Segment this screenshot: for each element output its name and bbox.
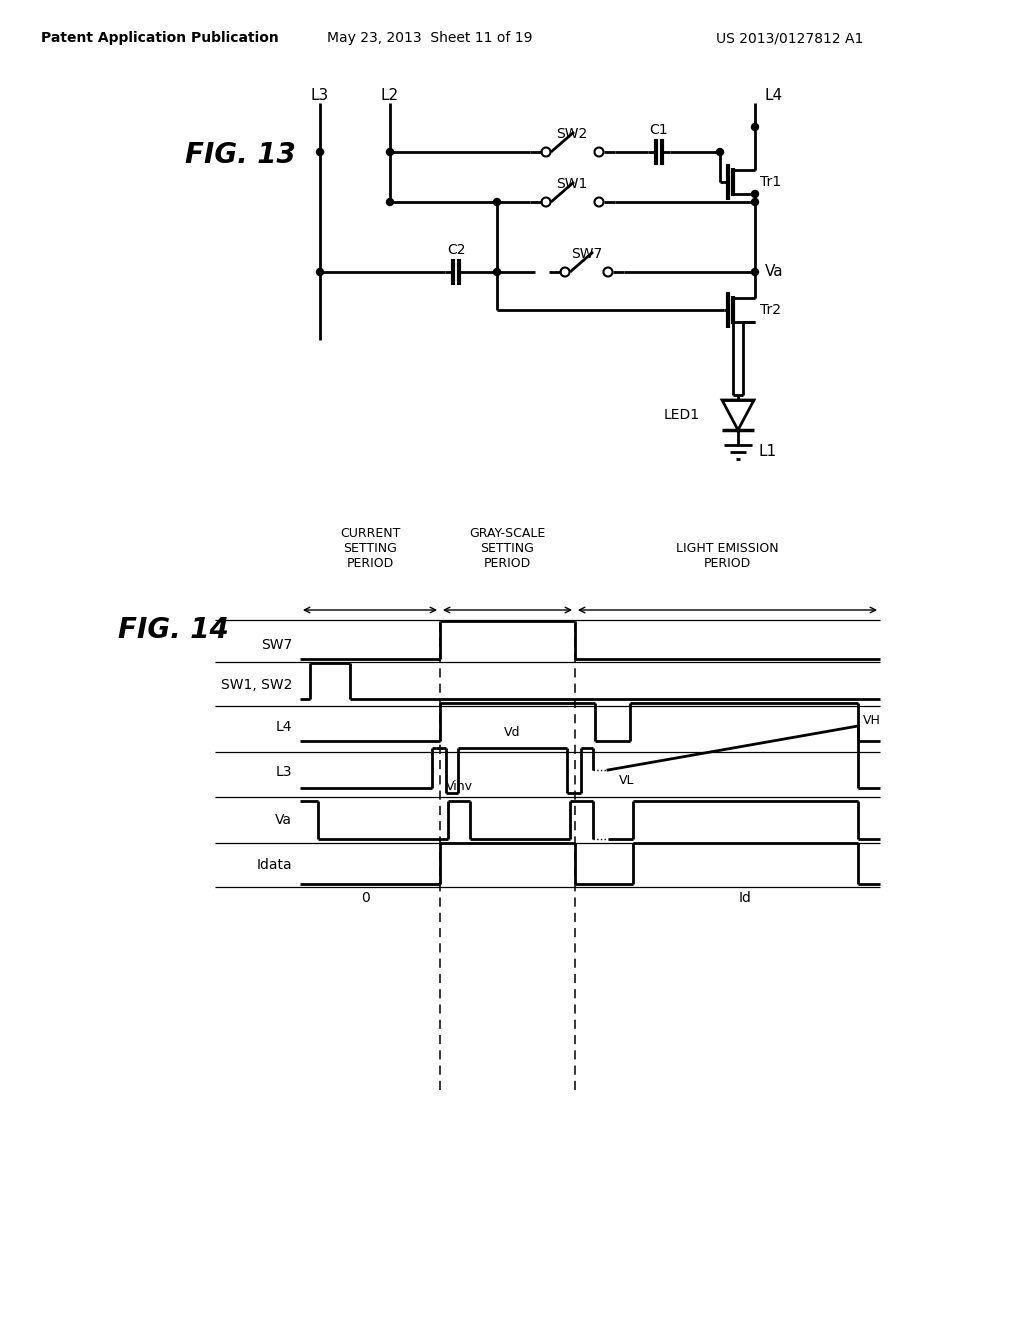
Circle shape bbox=[386, 198, 393, 206]
Text: Va: Va bbox=[275, 813, 292, 828]
Text: VL: VL bbox=[618, 774, 635, 787]
Text: Vd: Vd bbox=[504, 726, 520, 738]
Text: C1: C1 bbox=[649, 123, 669, 137]
Text: 0: 0 bbox=[360, 891, 370, 906]
Circle shape bbox=[717, 149, 724, 156]
Text: Va: Va bbox=[765, 264, 783, 280]
Text: Idata: Idata bbox=[256, 858, 292, 873]
Text: Patent Application Publication: Patent Application Publication bbox=[41, 30, 279, 45]
Text: SW7: SW7 bbox=[571, 247, 603, 261]
Circle shape bbox=[494, 268, 501, 276]
Text: SW7: SW7 bbox=[261, 638, 292, 652]
Text: Vinv: Vinv bbox=[445, 780, 472, 792]
Text: FIG. 13: FIG. 13 bbox=[185, 141, 296, 169]
Text: SW2: SW2 bbox=[556, 127, 588, 141]
Text: L2: L2 bbox=[381, 87, 399, 103]
Text: L4: L4 bbox=[275, 719, 292, 734]
Circle shape bbox=[752, 268, 759, 276]
Text: FIG. 14: FIG. 14 bbox=[118, 616, 228, 644]
Text: SW1: SW1 bbox=[556, 177, 588, 191]
Text: L1: L1 bbox=[758, 445, 776, 459]
Text: L3: L3 bbox=[311, 87, 329, 103]
Text: C2: C2 bbox=[446, 243, 465, 257]
Text: SW1, SW2: SW1, SW2 bbox=[220, 678, 292, 692]
Text: LED1: LED1 bbox=[664, 408, 700, 422]
Text: May 23, 2013  Sheet 11 of 19: May 23, 2013 Sheet 11 of 19 bbox=[328, 30, 532, 45]
Circle shape bbox=[386, 149, 393, 156]
Text: LIGHT EMISSION
PERIOD: LIGHT EMISSION PERIOD bbox=[676, 543, 778, 570]
Text: CURRENT
SETTING
PERIOD: CURRENT SETTING PERIOD bbox=[340, 527, 400, 570]
Text: Tr1: Tr1 bbox=[760, 176, 781, 189]
Text: L3: L3 bbox=[275, 766, 292, 779]
Circle shape bbox=[494, 198, 501, 206]
Text: GRAY-SCALE
SETTING
PERIOD: GRAY-SCALE SETTING PERIOD bbox=[469, 527, 545, 570]
Circle shape bbox=[316, 268, 324, 276]
Text: Tr2: Tr2 bbox=[760, 304, 781, 317]
Circle shape bbox=[316, 149, 324, 156]
Circle shape bbox=[752, 124, 759, 131]
Text: L4: L4 bbox=[765, 87, 783, 103]
Circle shape bbox=[752, 198, 759, 206]
Text: VH: VH bbox=[863, 714, 881, 727]
Text: Id: Id bbox=[738, 891, 752, 906]
Circle shape bbox=[752, 190, 759, 198]
Text: US 2013/0127812 A1: US 2013/0127812 A1 bbox=[717, 30, 863, 45]
